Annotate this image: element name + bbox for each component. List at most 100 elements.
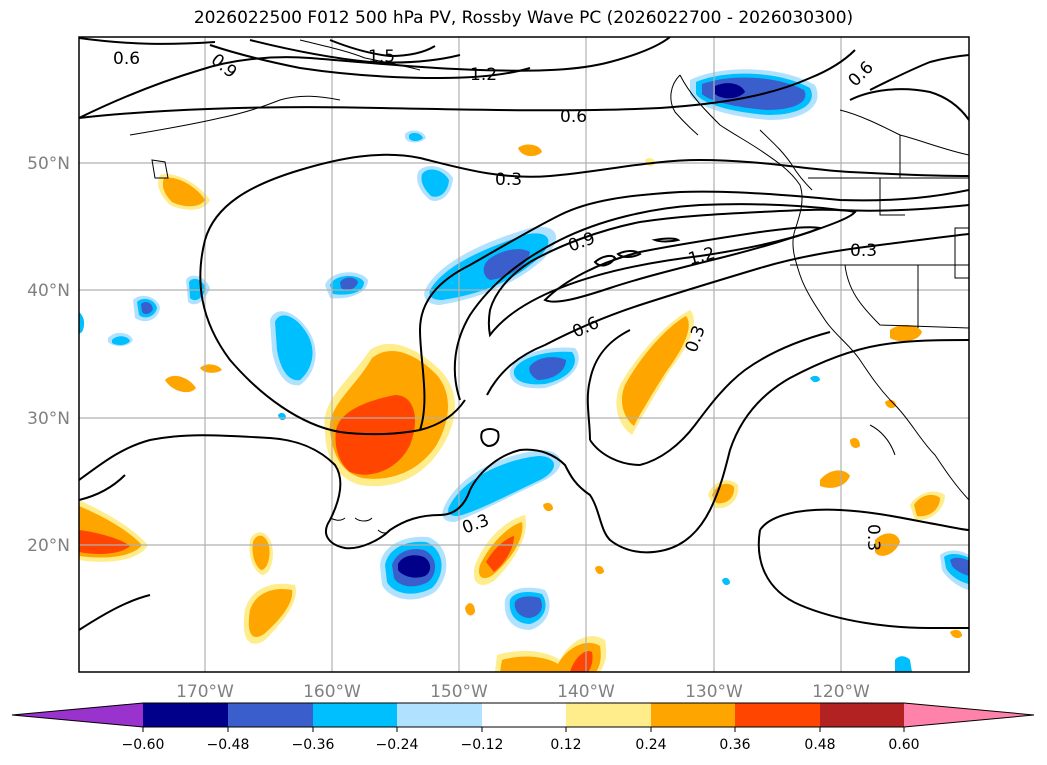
latitude-label: 20°N: [27, 536, 70, 556]
pv-contour-line: [869, 54, 969, 91]
anomaly-region: [810, 375, 820, 383]
anomaly-region: [112, 336, 130, 346]
pv-contour-line: [639, 331, 831, 466]
colorbar-extend-low: [12, 703, 143, 727]
pv-contour-line: [79, 474, 126, 501]
pv-contour-line: [199, 239, 421, 436]
pv-contour-line: [586, 329, 631, 441]
pv-contour-line: [329, 39, 436, 58]
anomaly-region: [850, 438, 860, 448]
colorbar-segment: [313, 703, 397, 727]
anomaly-region: [79, 312, 85, 334]
pv-contour-line: [249, 39, 461, 64]
anomaly-region: [950, 629, 962, 639]
pv-contour-line: [480, 428, 500, 448]
longitude-label: 120°W: [812, 682, 870, 702]
pv-contour-line: [849, 88, 969, 121]
pv-contour-line: [79, 37, 671, 119]
anomaly-region: [421, 169, 449, 197]
pv-contour-line: [79, 49, 856, 119]
anomaly-region: [141, 301, 153, 315]
colorbar-segment: [566, 703, 651, 727]
map-title: 2026022500 F012 500 hPa PV, Rossby Wave …: [193, 8, 854, 28]
pv-contour-line: [486, 233, 969, 396]
pv-contour-line: [616, 250, 642, 258]
colorbar-segment: [735, 703, 820, 727]
pv-contour-line: [757, 529, 969, 629]
map-panel: 0.6 0.9 1.5 1.2 0.6 0.6 0.3 0.9 1.2 0.3 …: [79, 37, 969, 672]
anomaly-region: [165, 375, 196, 393]
anomaly-region: [570, 651, 593, 672]
anomaly-region: [398, 555, 431, 578]
colorbar: −0.60 −0.48 −0.36 −0.24 −0.12 0.12 0.24 …: [11, 702, 1035, 753]
contour-label: 1.2: [470, 65, 497, 85]
pv-contour-line: [209, 44, 531, 80]
longitude-label: 150°W: [430, 682, 488, 702]
anomaly-region: [890, 324, 922, 342]
anomaly-region: [518, 144, 542, 157]
anomaly-region: [252, 535, 270, 570]
latitude-labels: 50°N 40°N 30°N 20°N: [27, 154, 70, 556]
coastlines: [129, 39, 969, 534]
pv-contour-line: [79, 594, 151, 631]
latitude-label: 40°N: [27, 281, 70, 301]
longitude-label: 130°W: [685, 682, 743, 702]
anomaly-region: [820, 470, 850, 488]
colorbar-tick-label: 0.12: [550, 737, 581, 753]
contour-label: 0.3: [850, 241, 877, 261]
anomaly-region: [950, 557, 969, 576]
colorbar-tick-label: −0.12: [461, 737, 504, 753]
colorbar-segment: [651, 703, 735, 727]
anomaly-region: [465, 603, 475, 616]
pv-contour-line: [589, 439, 641, 466]
colorbar-tick-label: −0.24: [376, 737, 419, 753]
anomaly-region: [529, 357, 566, 380]
colorbar-segment: [482, 703, 566, 727]
contour-labels: 0.6 0.9 1.5 1.2 0.6 0.6 0.3 0.9 1.2 0.3 …: [113, 47, 883, 551]
anomaly-region: [914, 494, 940, 517]
longitude-label: 170°W: [176, 682, 234, 702]
pv-contour-line: [543, 226, 824, 303]
anomaly-region: [340, 277, 358, 290]
pv-contour-line: [79, 37, 216, 45]
colorbar-tick-label: 0.60: [888, 737, 919, 753]
colorbar-tick-label: −0.60: [122, 737, 165, 753]
pv-contour-line: [487, 208, 857, 338]
longitude-label: 160°W: [303, 682, 361, 702]
contour-label: 1.5: [368, 47, 395, 67]
pv-contour-line: [651, 237, 681, 243]
longitude-labels: 170°W 160°W 150°W 140°W 130°W 120°W: [176, 682, 870, 702]
anomaly-region: [162, 177, 205, 207]
pv-contours: [79, 37, 969, 631]
pv-contour-line: [593, 254, 617, 267]
pv-contour-line: [79, 339, 969, 554]
positive-anomaly-regions: [79, 144, 962, 672]
anomaly-region: [79, 530, 130, 554]
anomaly-region: [448, 456, 555, 516]
anomaly-region: [543, 502, 553, 512]
contour-label: 0.6: [113, 49, 140, 69]
anomaly-region: [885, 399, 896, 409]
pv-contour-line: [419, 399, 466, 431]
anomaly-region: [248, 588, 293, 637]
pv-contour-line: [759, 508, 969, 531]
anomaly-region: [621, 316, 689, 426]
anomaly-region: [483, 249, 530, 280]
anomaly-region: [514, 596, 542, 618]
colorbar-tick-label: 0.24: [635, 737, 666, 753]
anomaly-region: [595, 565, 604, 575]
colorbar-segment: [228, 703, 313, 727]
pv-contour-line: [418, 189, 969, 431]
colorbar-tick-label: 0.48: [804, 737, 835, 753]
anomaly-region: [895, 656, 912, 672]
anomaly-region: [715, 83, 745, 99]
anomaly-region: [712, 483, 735, 504]
anomaly-region: [722, 577, 730, 586]
colorbar-tick-label: 0.36: [719, 737, 750, 753]
contour-label: 0.3: [863, 524, 883, 551]
contour-label: 0.6: [560, 107, 587, 127]
colorbar-extend-high: [904, 703, 1034, 727]
latitude-label: 50°N: [27, 154, 70, 174]
pv-contour-line: [204, 153, 969, 241]
